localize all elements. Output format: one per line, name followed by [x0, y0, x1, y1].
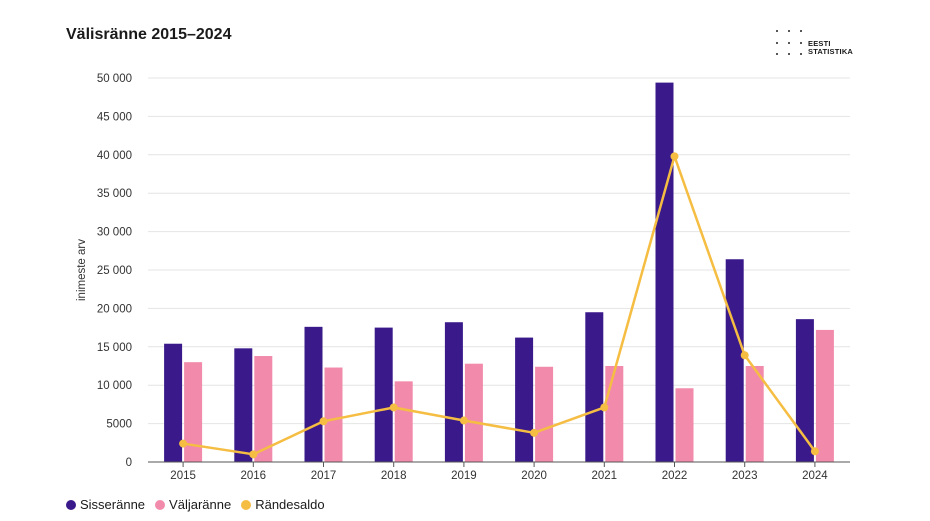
y-tick-label: 40 000 — [97, 150, 132, 162]
legend-swatch-valjaranne — [155, 499, 166, 510]
point-randesaldo-2022[interactable] — [670, 152, 679, 161]
bar-sisseranne-2018[interactable] — [374, 327, 393, 462]
bar-valjaranne-2023[interactable] — [745, 366, 764, 462]
point-randesaldo-2024[interactable] — [810, 447, 819, 456]
bar-valjaranne-2024[interactable] — [815, 329, 834, 462]
y-tick-label: 15 000 — [97, 342, 132, 354]
x-tick-label: 2024 — [802, 470, 828, 482]
bar-sisseranne-2024[interactable] — [795, 319, 814, 462]
y-axis-label: inimeste arv — [76, 239, 88, 301]
point-randesaldo-2021[interactable] — [600, 403, 609, 412]
point-randesaldo-2018[interactable] — [389, 403, 398, 412]
bar-sisseranne-2017[interactable] — [304, 326, 323, 462]
line-randesaldo — [182, 155, 816, 456]
y-tick-label: 35 000 — [97, 188, 132, 200]
legend: Sisseränne Väljaränne Rändesaldo — [66, 497, 325, 512]
bar-sisseranne-2019[interactable] — [444, 322, 463, 462]
bar-valjaranne-2021[interactable] — [605, 366, 624, 462]
point-randesaldo-2019[interactable] — [459, 416, 468, 425]
y-tick-label: 45 000 — [97, 111, 132, 123]
chart-title: Välisränne 2015–2024 — [66, 26, 232, 43]
bar-sisseranne-2021[interactable] — [585, 312, 604, 462]
y-tick-label: 5000 — [106, 419, 132, 431]
x-tick-label: 2022 — [662, 470, 688, 482]
legend-label-valjaranne: Väljaränne — [169, 497, 232, 512]
eesti-statistika-logo: EESTI STATISTIKA — [776, 28, 866, 58]
x-tick-label: 2015 — [170, 470, 196, 482]
x-tick-label: 2017 — [311, 470, 337, 482]
bar-valjaranne-2015[interactable] — [184, 362, 203, 462]
bar-sisseranne-2015[interactable] — [164, 343, 183, 462]
point-randesaldo-2015[interactable] — [179, 439, 188, 448]
logo-line2: STATISTIKA — [808, 47, 854, 56]
point-randesaldo-2023[interactable] — [740, 351, 749, 360]
legend-swatch-sisseranne — [66, 499, 76, 510]
y-tick-label: 25 000 — [97, 265, 132, 277]
y-tick-label: 10 000 — [97, 380, 132, 392]
x-tick-label: 2016 — [241, 470, 267, 482]
bar-valjaranne-2020[interactable] — [535, 366, 554, 462]
legend-swatch-randesaldo — [241, 499, 252, 510]
y-tick-label: 0 — [126, 457, 132, 469]
bar-valjaranne-2018[interactable] — [394, 381, 413, 462]
bar-valjaranne-2022[interactable] — [675, 388, 694, 462]
x-tick-label: 2023 — [732, 470, 758, 482]
point-randesaldo-2017[interactable] — [319, 417, 328, 426]
point-randesaldo-2016[interactable] — [249, 450, 258, 459]
bar-sisseranne-2020[interactable] — [515, 337, 534, 462]
bar-valjaranne-2017[interactable] — [324, 367, 343, 462]
bar-sisseranne-2022[interactable] — [655, 82, 674, 462]
legend-label-randesaldo: Rändesaldo — [255, 497, 325, 512]
bar-sisseranne-2023[interactable] — [725, 259, 744, 462]
legend-item-sisseranne[interactable]: Sisseränne — [66, 497, 145, 512]
y-tick-label: 20 000 — [97, 303, 132, 315]
logo-line1: EESTI — [808, 39, 831, 48]
bar-valjaranne-2016[interactable] — [254, 356, 273, 462]
y-tick-label: 30 000 — [97, 227, 132, 239]
x-tick-label: 2018 — [381, 470, 407, 482]
x-tick-label: 2019 — [451, 470, 477, 482]
legend-label-sisseranne: Sisseränne — [80, 497, 146, 512]
legend-item-valjaranne[interactable]: Väljaränne — [155, 497, 231, 512]
y-tick-label: 50 000 — [97, 73, 132, 85]
point-randesaldo-2020[interactable] — [530, 428, 539, 437]
bar-valjaranne-2019[interactable] — [464, 363, 483, 462]
legend-item-randesaldo[interactable]: Rändesaldo — [241, 497, 325, 512]
x-tick-label: 2021 — [592, 470, 618, 482]
x-tick-label: 2020 — [521, 470, 547, 482]
bar-sisseranne-2016[interactable] — [234, 348, 253, 462]
logo-dots-icon — [776, 28, 806, 58]
